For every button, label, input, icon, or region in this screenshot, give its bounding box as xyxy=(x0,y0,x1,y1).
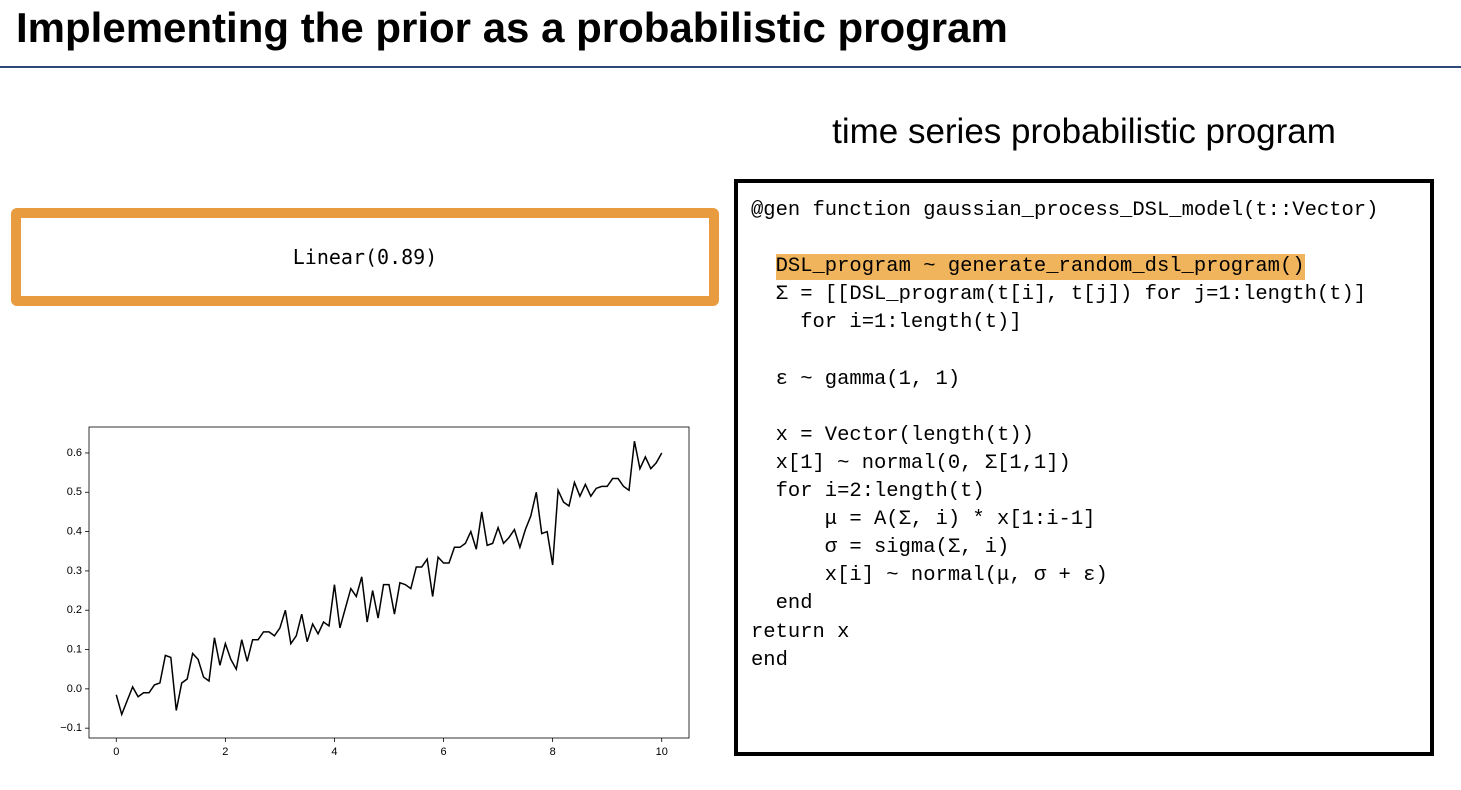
code-line: μ = A(Σ, i) * x[1:i-1] xyxy=(824,508,1096,532)
code-line: for i=1:length(t)] xyxy=(800,311,1022,335)
code-line: DSL_program ~ generate_random_dsl_progra… xyxy=(775,254,1305,281)
x-tick-label: 8 xyxy=(550,746,556,758)
code-line: for i=2:length(t) xyxy=(775,480,985,503)
code-title: time series probabilistic program xyxy=(832,112,1336,151)
code-line: σ = sigma(Σ, i) xyxy=(824,536,1010,560)
y-tick-label: −0.1 xyxy=(60,722,82,734)
code-line: end xyxy=(751,648,788,672)
x-tick-label: 2 xyxy=(222,746,228,758)
y-tick-label: 0.6 xyxy=(67,447,82,459)
x-tick-label: 10 xyxy=(656,746,668,758)
x-tick-label: 4 xyxy=(331,746,337,758)
code-box: @gen function gaussian_process_DSL_model… xyxy=(734,179,1434,756)
y-tick-label: 0.3 xyxy=(67,565,82,577)
code-line: end xyxy=(775,592,813,616)
code-line: x = Vector(length(t)) xyxy=(775,423,1034,447)
sample-program: Linear(0.89) xyxy=(11,208,719,306)
y-tick-label: 0.5 xyxy=(67,486,82,498)
slide-title: Implementing the prior as a probabilisti… xyxy=(16,4,1008,51)
chart: −0.1 0.0 0.1 0.2 0.3 0.4 0.5 0.6 0 2 4 6 8 10 xyxy=(60,426,690,758)
code-line: ε ~ gamma(1, 1) xyxy=(775,367,961,391)
code-line: @gen function gaussian_process_DSL_model… xyxy=(751,199,1379,222)
code-line: Σ = [[DSL_program(t[i], t[j]) for j=1:le… xyxy=(775,283,1367,307)
code-line: x[i] ~ normal(μ, σ + ε) xyxy=(824,564,1108,588)
title-rule xyxy=(0,66,1461,68)
program-label: Linear(0.89) xyxy=(292,245,438,269)
code-line: x[1] ~ normal(0, Σ[1,1]) xyxy=(775,451,1071,475)
line-series xyxy=(115,441,663,717)
x-tick-label: 6 xyxy=(440,746,446,758)
y-tick-label: 0.4 xyxy=(67,525,82,537)
y-tick-label: 0.2 xyxy=(67,604,82,616)
code-line: return x xyxy=(751,620,850,644)
y-tick-label: 0.0 xyxy=(67,683,82,695)
y-tick-label: 0.1 xyxy=(67,643,82,655)
x-tick-label: 0 xyxy=(113,746,119,758)
plot-frame xyxy=(88,426,690,739)
